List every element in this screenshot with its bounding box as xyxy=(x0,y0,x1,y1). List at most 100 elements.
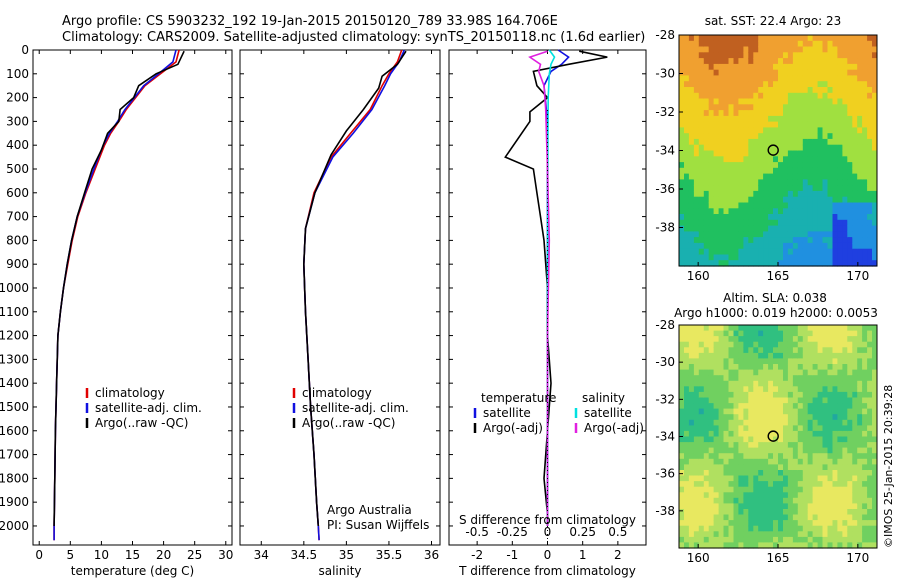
sla_map-cell xyxy=(773,414,779,421)
sst_map-cell xyxy=(684,208,690,215)
sla_map-cell xyxy=(778,358,784,365)
sla_map-cell xyxy=(872,470,878,477)
sla_map-cell xyxy=(822,536,828,544)
sla_map-cell xyxy=(698,447,705,454)
sla_map-cell xyxy=(807,430,814,438)
sla_map-cell xyxy=(713,542,720,549)
sst_map-cell xyxy=(857,162,863,169)
sla_map-cell xyxy=(812,492,819,499)
sst_map-cell xyxy=(842,110,848,117)
sla_map-cell xyxy=(728,453,734,460)
sla_map-cell xyxy=(698,542,705,549)
sla_map-cell xyxy=(708,475,715,482)
sla_map-cell xyxy=(763,430,769,438)
sla_map-cell xyxy=(723,525,729,532)
sla_map-cell xyxy=(797,414,804,421)
sst_map-cell xyxy=(693,121,700,128)
sal-diff-tick-label: -0.5 xyxy=(465,525,488,539)
sla_map-cell xyxy=(768,453,774,460)
sst_map-cell xyxy=(688,167,695,175)
sst_map-cell xyxy=(688,150,695,157)
sla_map-cell xyxy=(733,514,739,521)
sla_map-cell xyxy=(837,341,843,348)
sla_map-cell xyxy=(723,453,729,460)
sst_map-cell xyxy=(787,185,794,192)
sla_map-cell xyxy=(857,414,863,421)
sla_map-cell xyxy=(832,403,838,410)
sla_map-cell xyxy=(773,481,779,488)
sst_map-cell xyxy=(787,69,794,77)
sst_map-cell xyxy=(867,63,873,71)
sla_map-cell xyxy=(688,542,695,549)
sla_map-cell xyxy=(797,352,804,360)
sst_map-cell xyxy=(792,121,799,128)
sst_map-cell xyxy=(768,208,774,215)
sst_map-cell xyxy=(807,225,814,232)
sst_map-cell xyxy=(728,190,734,198)
sla_map-cell xyxy=(822,531,828,538)
sst_map-cell xyxy=(867,121,873,128)
sla_map-cell xyxy=(728,397,734,404)
sst_map-cell xyxy=(842,46,848,53)
sla_map-cell xyxy=(867,492,873,499)
sla_map-cell xyxy=(812,397,819,404)
sla_map-cell xyxy=(693,341,700,348)
sst_map-cell xyxy=(842,231,848,238)
salinity-xtick-label: 34 xyxy=(254,548,269,562)
sst_map-cell xyxy=(718,35,725,42)
sla_map-cell xyxy=(748,514,754,521)
sst_map-cell xyxy=(738,260,744,267)
sla_map-cell xyxy=(698,470,705,477)
sla_map-cell xyxy=(768,375,774,382)
sla_map-cell xyxy=(684,492,690,499)
sla_map-cell xyxy=(832,364,838,371)
sla_map-cell xyxy=(679,386,685,393)
sst_map-cell xyxy=(703,225,710,232)
sla_map-cell xyxy=(743,352,749,360)
sst_map-cell xyxy=(698,214,705,221)
sst_map-cell xyxy=(723,104,729,111)
sst_map-cell xyxy=(758,81,764,88)
sst_map-cell xyxy=(812,92,819,100)
sst_map-cell xyxy=(783,167,789,175)
sst_map-cell xyxy=(679,144,685,152)
sla_map-cell xyxy=(812,497,819,504)
sst_map-cell xyxy=(758,208,764,215)
sst_map-cell xyxy=(773,196,779,204)
sla_map-cell xyxy=(827,336,833,343)
sla_map-cell xyxy=(733,414,739,421)
sla_map-cell xyxy=(792,414,799,421)
sla_map-cell xyxy=(698,531,705,538)
sla_map-cell xyxy=(703,470,710,477)
sla_map-cell xyxy=(867,464,873,471)
sla_map-cell xyxy=(807,436,814,443)
sla_map-cell xyxy=(783,497,789,504)
sla_map-cell xyxy=(763,520,769,527)
sst_map-cell xyxy=(832,35,838,42)
sla_map-cell xyxy=(718,486,725,493)
sla_map-cell xyxy=(703,408,710,415)
sla_map-cell xyxy=(688,458,695,465)
sst_map-cell xyxy=(748,196,754,204)
sst_map-cell xyxy=(817,156,824,163)
sst_map-cell xyxy=(783,104,789,111)
sst_map-cell xyxy=(723,162,729,169)
sst_map-cell xyxy=(773,144,779,152)
depth-tick-label: 800 xyxy=(6,233,29,247)
sst_map-cell xyxy=(773,92,779,100)
sla_map-cell xyxy=(807,470,814,477)
sst_map-cell xyxy=(837,115,843,123)
sla_map-cell xyxy=(703,542,710,549)
sla_map-cell xyxy=(748,492,754,499)
diff-legend-title: temperature xyxy=(481,391,556,405)
sla_map-cell xyxy=(857,403,863,410)
sla_map-cell xyxy=(802,453,809,460)
sst_map-cell xyxy=(778,63,784,71)
sla_map-cell xyxy=(812,325,819,332)
sla_map-cell xyxy=(847,486,853,493)
sst_map-cell xyxy=(783,162,789,169)
sst_map-cell xyxy=(862,231,868,238)
sla_map-cell xyxy=(733,386,739,393)
sst_map-cell xyxy=(822,133,828,140)
sla_map-cell xyxy=(822,442,828,449)
